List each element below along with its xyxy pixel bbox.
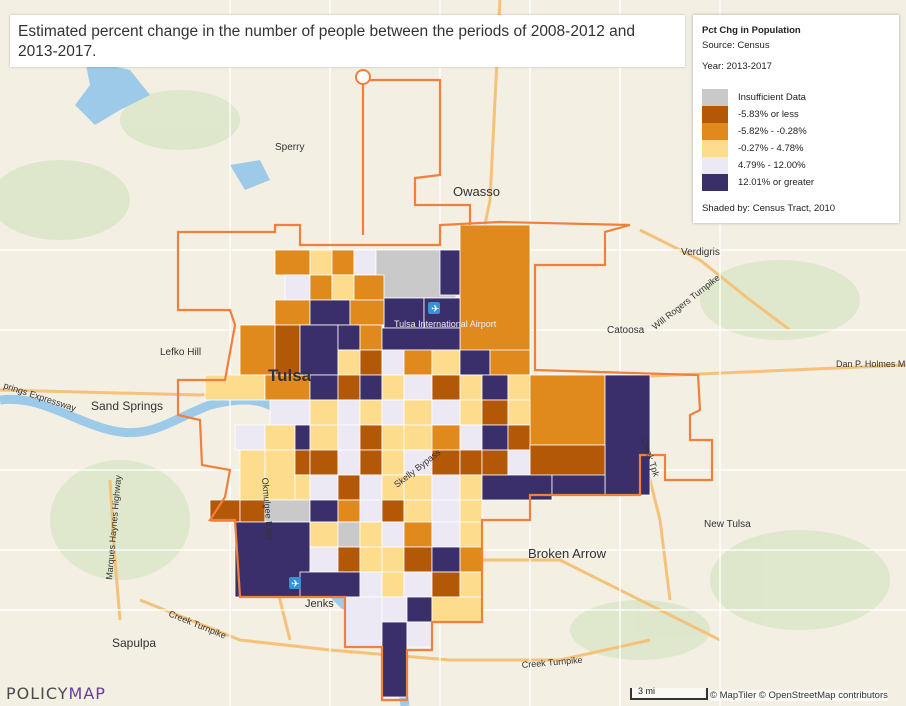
legend-label: -5.82% - -0.28% [738, 126, 807, 137]
legend-swatch [702, 140, 728, 157]
map-title: Estimated percent change in the number o… [18, 23, 635, 60]
legend-item: -5.82% - -0.28% [702, 123, 892, 140]
logo-part-policy: POLICY [6, 684, 69, 703]
city-boundary [176, 220, 714, 702]
label-tulsa: Tulsa [268, 366, 312, 385]
label-jenks: Jenks [305, 598, 334, 610]
label-catoosa: Catoosa [607, 325, 645, 336]
legend-swatch [702, 89, 728, 106]
scale-bar: 3 mi [630, 686, 708, 700]
legend-item: Insufficient Data [702, 89, 892, 106]
label-sperry: Sperry [275, 142, 304, 153]
legend-year: Year: 2013-2017 [702, 61, 772, 72]
label-owasso: Owasso [453, 184, 500, 199]
label-new-tulsa: New Tulsa [704, 519, 751, 530]
legend-shaded-by: Shaded by: Census Tract, 2010 [702, 203, 836, 214]
legend-swatch [702, 157, 728, 174]
label-lefko-hill: Lefko Hill [160, 347, 201, 358]
label-broken-arrow: Broken Arrow [528, 546, 607, 561]
map-attribution[interactable]: © MapTiler © OpenStreetMap contributors [710, 690, 888, 701]
legend-item: 12.01% or greater [702, 174, 892, 191]
legend-label: 12.01% or greater [738, 177, 815, 188]
legend-item: -0.27% - 4.78% [702, 140, 892, 157]
svg-text:✈: ✈ [291, 579, 299, 590]
label-sapulpa: Sapulpa [112, 636, 156, 650]
airport-icon-south[interactable] [289, 577, 301, 589]
legend-swatch [702, 106, 728, 123]
legend-panel: Pct Chg in Population Source: Census Yea… [693, 15, 899, 223]
census-tracts[interactable] [204, 224, 651, 698]
airport-icon[interactable] [428, 302, 440, 314]
label-airport: Tulsa International Airport [394, 319, 497, 329]
legend-label: -5.83% or less [738, 109, 799, 120]
label-sand-springs: Sand Springs [91, 399, 163, 413]
legend-swatch [702, 174, 728, 191]
logo-part-map: MAP [68, 684, 106, 703]
owasso-boundary [356, 78, 472, 235]
label-verdigris: Verdigris [681, 247, 720, 258]
legend-title: Pct Chg in Population [702, 25, 801, 36]
policymap-logo[interactable]: POLICYMAP [6, 684, 106, 703]
legend-label: Insufficient Data [738, 92, 806, 103]
legend-item: -5.83% or less [702, 106, 892, 123]
svg-text:✈: ✈ [431, 304, 439, 315]
legend-item: 4.79% - 12.00% [702, 157, 892, 174]
map-title-box: Estimated percent change in the number o… [10, 15, 685, 67]
legend-swatch [702, 123, 728, 140]
legend-source: Source: Census [702, 40, 770, 51]
location-marker-icon[interactable] [355, 69, 371, 85]
legend-label: -0.27% - 4.78% [738, 143, 804, 154]
label-dan-holmes: Dan P. Holmes M [836, 359, 905, 369]
scale-label: 3 mi [638, 686, 656, 696]
legend-label: 4.79% - 12.00% [738, 160, 806, 171]
